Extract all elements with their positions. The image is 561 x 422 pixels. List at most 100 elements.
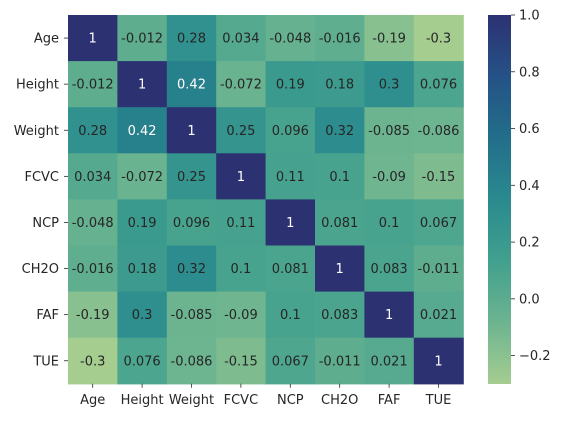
heatmap-cell <box>166 61 217 108</box>
cell-annotation: 0.25 <box>226 124 255 139</box>
heatmap-cell <box>315 107 365 154</box>
heatmap-cell <box>166 15 217 62</box>
cell-annotation: -0.016 <box>72 262 114 277</box>
heatmap-cell <box>265 199 316 247</box>
x-tick-label: Weight <box>169 393 214 408</box>
cell-annotation: -0.072 <box>220 78 262 93</box>
cell-annotation: -0.086 <box>418 124 460 139</box>
cell-annotation: -0.016 <box>319 32 361 47</box>
cell-annotation: 0.083 <box>321 308 358 323</box>
heatmap-cell <box>68 245 118 293</box>
cell-annotation: -0.086 <box>171 354 213 369</box>
cell-annotation: 0.034 <box>74 170 111 185</box>
cell-annotation: 0.096 <box>272 124 309 139</box>
heatmap-cell <box>315 337 365 385</box>
heatmap-cell <box>216 199 267 247</box>
cell-annotation: 0.034 <box>222 32 259 47</box>
cell-annotation: -0.085 <box>171 308 213 323</box>
cell-annotation: 0.19 <box>128 216 157 231</box>
heatmap-cell <box>216 61 267 108</box>
y-tick-label: Age <box>34 32 59 47</box>
cell-annotation: 0.3 <box>379 78 400 93</box>
cell-annotation: -0.3 <box>426 32 451 47</box>
cell-annotation: -0.011 <box>418 262 460 277</box>
cell-annotation: 1 <box>434 354 442 369</box>
heatmap-cell <box>166 153 217 200</box>
cell-annotation: 0.1 <box>329 170 350 185</box>
heatmap-cell <box>364 153 415 200</box>
cell-annotation: -0.19 <box>372 32 406 47</box>
heatmap-cell <box>315 199 365 247</box>
heatmap-cell <box>166 245 217 293</box>
cell-annotation: -0.072 <box>121 170 163 185</box>
heatmap-cell <box>68 291 118 339</box>
heatmap-cell <box>315 245 365 293</box>
colorbar-tick-label: 1.0 <box>519 9 540 24</box>
cell-annotation: -0.09 <box>224 308 258 323</box>
cell-annotation: -0.048 <box>72 216 114 231</box>
heatmap-cell <box>315 61 365 108</box>
heatmap-cell <box>68 199 118 247</box>
heatmap-cells <box>68 15 464 385</box>
y-tick-label: TUE <box>32 354 59 369</box>
colorbar-tick-label: 0.2 <box>519 236 540 251</box>
cell-annotation: 0.42 <box>177 78 206 93</box>
heatmap-cell <box>265 337 316 385</box>
x-tick-label: TUE <box>425 393 452 408</box>
heatmap-cell <box>68 15 118 62</box>
cell-annotation: 0.18 <box>128 262 157 277</box>
heatmap-cell <box>117 153 168 200</box>
cell-annotation: 1 <box>336 262 344 277</box>
x-tick-label: NCP <box>277 393 304 408</box>
cell-annotation: -0.09 <box>372 170 406 185</box>
heatmap-cell <box>364 245 415 293</box>
heatmap-cell <box>166 337 217 385</box>
cell-annotation: -0.19 <box>76 308 110 323</box>
heatmap-cell <box>364 15 415 62</box>
heatmap-cell <box>413 153 464 200</box>
cell-annotation: 0.11 <box>226 216 255 231</box>
heatmap-cell <box>68 107 118 154</box>
y-tick-label: FAF <box>36 308 59 323</box>
cell-annotation: -0.048 <box>269 32 311 47</box>
cell-annotation: 0.32 <box>177 262 206 277</box>
cell-annotation: 1 <box>286 216 294 231</box>
x-tick-label: Age <box>80 393 105 408</box>
heatmap-cell <box>315 291 365 339</box>
heatmap-cell <box>166 291 217 339</box>
heatmap-cell <box>413 337 464 385</box>
cell-annotation: 0.25 <box>177 170 206 185</box>
colorbar-gradient <box>488 15 511 384</box>
heatmap-cell <box>413 61 464 108</box>
x-tick-label: CH2O <box>321 393 358 408</box>
colorbar: −0.2 0.0 0.2 0.4 0.6 0.8 1.0 <box>488 9 551 384</box>
y-axis: Age Height Weight FCVC NCP CH2O FAF TUE <box>14 32 68 369</box>
cell-annotation: 0.1 <box>379 216 400 231</box>
heatmap-cell <box>216 107 267 154</box>
cell-annotation: 0.19 <box>276 78 305 93</box>
cell-annotation: -0.085 <box>368 124 410 139</box>
cell-annotation: 0.081 <box>272 262 309 277</box>
heatmap-cell <box>364 337 415 385</box>
colorbar-tick-label: −0.2 <box>519 349 551 364</box>
heatmap-cell <box>413 107 464 154</box>
cell-annotation: 1 <box>138 78 146 93</box>
heatmap-cell <box>413 245 464 293</box>
cell-annotation: 0.081 <box>321 216 358 231</box>
cell-annotation: 1 <box>385 308 393 323</box>
heatmap-cell <box>117 245 168 293</box>
cell-annotation: 0.076 <box>123 354 160 369</box>
cell-annotation: 1 <box>237 170 245 185</box>
cell-annotation: 1 <box>89 32 97 47</box>
heatmap-cell <box>413 291 464 339</box>
heatmap-cell <box>413 199 464 247</box>
heatmap-cell <box>265 245 316 293</box>
cell-annotation: 0.076 <box>420 78 457 93</box>
heatmap-cell <box>265 61 316 108</box>
cell-annotations: 1 -0.012 0.28 0.034 -0.048 -0.016 -0.19 -0.3 -0.… <box>72 32 460 370</box>
y-tick-label: FCVC <box>24 170 59 185</box>
heatmap-cell <box>216 245 267 293</box>
cell-annotation: 0.1 <box>280 308 301 323</box>
